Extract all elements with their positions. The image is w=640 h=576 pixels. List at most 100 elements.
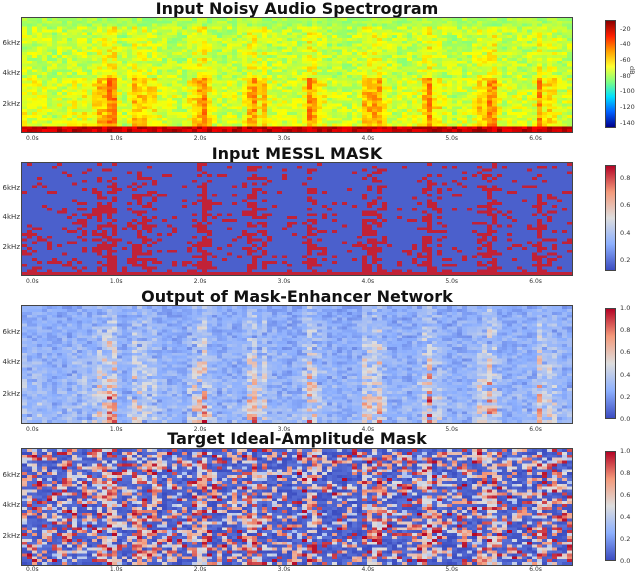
heatmap-cell (87, 188, 93, 192)
heatmap-cell (397, 97, 403, 102)
heatmap-cell (272, 109, 278, 113)
heatmap-cell (82, 174, 88, 178)
heatmap-cell (412, 103, 418, 107)
heatmap-cell (87, 238, 93, 242)
heatmap-cell (247, 23, 253, 28)
heatmap-cell (57, 26, 63, 30)
heatmap-cell (232, 57, 238, 62)
heatmap-cell (207, 109, 213, 113)
heatmap-cell (107, 92, 113, 96)
heatmap-cell (432, 75, 438, 79)
heatmap-cell (117, 77, 123, 82)
heatmap-cell (72, 94, 78, 99)
heatmap-cell (47, 129, 53, 132)
heatmap-cell (292, 57, 298, 62)
heatmap-cell (467, 66, 473, 70)
heatmap-cell (82, 238, 88, 242)
heatmap-cell (27, 49, 33, 53)
heatmap-cell (427, 26, 433, 30)
heatmap-cell (502, 20, 508, 25)
heatmap-cell (422, 86, 428, 90)
heatmap-cell (502, 92, 508, 96)
heatmap-cell (27, 26, 33, 30)
heatmap-cell (22, 69, 28, 73)
heatmap-cell (327, 66, 333, 70)
heatmap-cell (57, 227, 63, 231)
heatmap-cell (362, 83, 368, 87)
heatmap-cell (37, 20, 43, 25)
heatmap-cell (142, 32, 148, 36)
heatmap-cell (117, 66, 123, 70)
heatmap-cell (427, 18, 433, 22)
heatmap-cell (407, 63, 413, 68)
heatmap-cell (77, 202, 83, 206)
heatmap-cell (62, 182, 68, 186)
heatmap-cell (187, 94, 193, 99)
heatmap-cell (317, 57, 323, 62)
heatmap-cell (22, 272, 28, 275)
heatmap-cell (417, 57, 423, 62)
heatmap-cell (372, 117, 378, 122)
heatmap-cell (72, 23, 78, 28)
heatmap-cell (157, 97, 163, 102)
heatmap-cell (457, 92, 463, 96)
heatmap-cell (317, 55, 323, 59)
heatmap-cell (532, 29, 538, 33)
heatmap-cell (207, 37, 213, 42)
heatmap-cell (522, 100, 528, 105)
heatmap-cell (317, 106, 323, 110)
heatmap-cell (232, 23, 238, 28)
heatmap-cell (47, 191, 53, 195)
heatmap-cell (57, 179, 63, 184)
heatmap-cell (67, 55, 73, 59)
heatmap-cell (122, 77, 128, 82)
heatmap-cell (287, 72, 293, 76)
heatmap-cell (527, 35, 533, 39)
heatmap-cell (412, 72, 418, 76)
heatmap-cell (87, 43, 93, 48)
heatmap-cell (252, 43, 258, 48)
heatmap-cell (442, 63, 448, 68)
heatmap-cell (302, 55, 308, 59)
heatmap-cell (57, 46, 63, 50)
heatmap-cell (537, 123, 543, 127)
heatmap-cell (207, 106, 213, 110)
heatmap-cell (222, 32, 228, 36)
heatmap-cell (502, 69, 508, 73)
heatmap-cell (252, 106, 258, 110)
heatmap-cell (342, 83, 348, 87)
heatmap-cell (62, 83, 68, 87)
heatmap-cell (422, 29, 428, 33)
heatmap-cell (72, 168, 78, 172)
heatmap-cell (492, 112, 498, 116)
heatmap-cell (227, 109, 233, 113)
heatmap-cell (72, 32, 78, 36)
heatmap-cell (162, 66, 168, 70)
heatmap-cell (207, 97, 213, 102)
heatmap-cell (162, 126, 168, 130)
heatmap-cell (37, 35, 43, 39)
heatmap-cell (62, 261, 68, 265)
heatmap-cell (437, 20, 443, 25)
heatmap-cell (527, 126, 533, 130)
heatmap-cell (522, 92, 528, 96)
heatmap-cell (272, 75, 278, 79)
heatmap-cell (437, 106, 443, 110)
heatmap-cell (167, 66, 173, 70)
heatmap-cell (62, 199, 68, 203)
heatmap-cell (22, 26, 28, 30)
heatmap-cell (247, 55, 253, 59)
heatmap-cell (72, 221, 78, 226)
heatmap-cell (302, 97, 308, 102)
heatmap-cell (277, 49, 283, 53)
heatmap-cell (77, 196, 83, 200)
heatmap-cell (27, 263, 33, 268)
heatmap-cell (177, 114, 183, 119)
heatmap-cell (142, 89, 148, 93)
heatmap-cell (122, 114, 128, 119)
heatmap-cell (207, 55, 213, 59)
heatmap-cell (462, 69, 468, 73)
heatmap-cell (547, 49, 553, 53)
heatmap-cell (172, 94, 178, 99)
heatmap-cell (532, 40, 538, 45)
